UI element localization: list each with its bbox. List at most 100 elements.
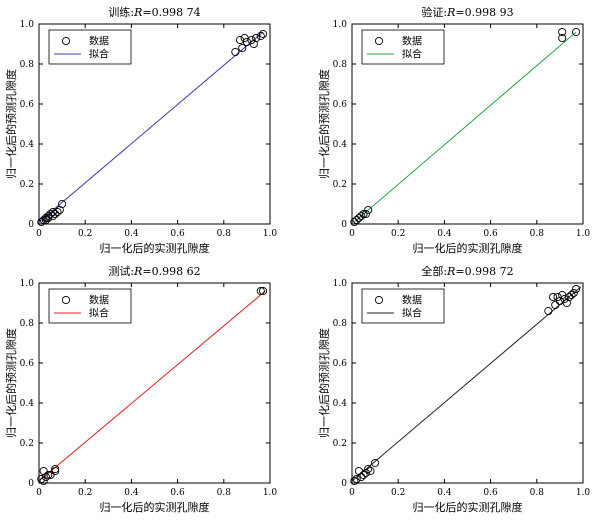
data-point xyxy=(548,292,558,302)
data-point xyxy=(252,33,261,43)
x-axis-label: 归一化后的实测孔隙度 xyxy=(413,500,523,514)
data-point xyxy=(569,288,578,298)
x-tick-label: 0 xyxy=(36,488,42,498)
title-r-value: =0.998 62 xyxy=(142,265,200,278)
data-point xyxy=(55,205,64,215)
legend-data-label: 数据 xyxy=(89,35,109,48)
chart-panel-all: 全部:R=0.998 72 0 0.2 0.4 0.6 0.8 1.0 0 0.2 0.4 0.6 0… xyxy=(313,259,613,521)
y-tick-label: 0.8 xyxy=(20,319,35,329)
x-tick-label: 0.8 xyxy=(217,229,232,239)
title-prefix: 测试: xyxy=(108,265,134,278)
y-tick-label: 0.4 xyxy=(333,140,348,150)
y-tick-label: 0.8 xyxy=(20,60,35,70)
title-r-value: =0.998 93 xyxy=(455,6,513,19)
data-point xyxy=(44,470,53,480)
data-point xyxy=(58,199,67,209)
data-point xyxy=(259,29,268,39)
x-tick-label: 0.2 xyxy=(391,488,405,498)
y-tick-label: 1.0 xyxy=(20,279,35,289)
data-point xyxy=(39,476,48,486)
data-point xyxy=(256,286,265,296)
y-tick-label: 0.2 xyxy=(20,439,34,449)
chart-title: 训练:R=0.998 74 xyxy=(108,5,200,19)
chart-panel-training: 训练:R=0.998 74 0 0.2 0.4 0.6 0.8 1.0 0 0.2 0.4 0.6 0… xyxy=(0,0,300,262)
y-axis-label: 归一化后的预测孔隙度 xyxy=(4,69,18,179)
data-point xyxy=(231,47,240,57)
title-r-symbol: R xyxy=(133,265,142,278)
data-point xyxy=(51,209,60,219)
x-tick-label: 0.4 xyxy=(124,488,139,498)
fit-line xyxy=(38,290,266,482)
data-point xyxy=(249,39,258,49)
legend-box xyxy=(361,288,445,324)
x-tick-label: 0.4 xyxy=(437,488,452,498)
title-r-value: =0.998 72 xyxy=(455,265,513,278)
y-tick-label: 0.6 xyxy=(20,100,35,110)
data-point xyxy=(565,292,574,302)
data-point xyxy=(544,306,553,316)
fit-line xyxy=(351,286,582,482)
y-axis-label: 归一化后的预测孔隙度 xyxy=(317,328,331,438)
legend-box xyxy=(361,29,445,65)
legend-fit-label: 拟合 xyxy=(402,307,422,320)
data-point xyxy=(567,290,576,300)
title-prefix: 全部: xyxy=(421,264,447,278)
data-point xyxy=(247,35,256,45)
title-r-symbol: R xyxy=(133,6,142,19)
data-point xyxy=(562,298,571,308)
data-point xyxy=(46,470,55,480)
data-point xyxy=(371,458,380,468)
y-tick-label: 0.2 xyxy=(333,439,347,449)
chart-title: 全部:R=0.998 72 xyxy=(421,264,513,278)
data-point xyxy=(572,27,581,37)
x-tick-label: 0.8 xyxy=(530,229,545,239)
data-point xyxy=(352,474,361,484)
y-tick-label: 0 xyxy=(28,220,34,230)
x-tick-label: 0.4 xyxy=(124,229,139,239)
legend-data-marker xyxy=(374,36,384,46)
legend-data-marker xyxy=(61,36,71,46)
data-point xyxy=(352,215,361,225)
data-point xyxy=(364,205,373,215)
data-point xyxy=(558,33,567,43)
legend-fit-label: 拟合 xyxy=(402,48,422,61)
x-tick-label: 0.2 xyxy=(78,229,92,239)
legend-fit-label: 拟合 xyxy=(89,307,109,320)
data-point xyxy=(48,211,57,221)
y-tick-label: 0.8 xyxy=(333,319,348,329)
data-point xyxy=(51,464,60,474)
data-point xyxy=(359,209,368,219)
y-tick-label: 0.6 xyxy=(333,100,348,110)
data-point xyxy=(44,213,53,223)
chart-title: 验证:R=0.998 93 xyxy=(421,5,513,19)
data-point xyxy=(53,207,62,217)
y-tick-label: 0.2 xyxy=(20,180,34,190)
x-tick-label: 0.6 xyxy=(483,488,498,498)
x-axis-label: 归一化后的实测孔隙度 xyxy=(413,241,523,255)
x-tick-label: 0.8 xyxy=(217,488,232,498)
validation-scatter-chart: 验证:R=0.998 93 0 0.2 0.4 0.6 0.8 1.0 0 0.2 0.4 0.6 0… xyxy=(317,5,590,255)
y-tick-label: 0.8 xyxy=(333,60,348,70)
x-tick-label: 0 xyxy=(349,488,355,498)
x-tick-label: 0 xyxy=(36,229,42,239)
data-point xyxy=(350,476,359,486)
y-tick-label: 0.4 xyxy=(333,399,348,409)
plot-frame xyxy=(38,23,271,225)
data-point xyxy=(256,31,265,41)
y-tick-label: 0.6 xyxy=(333,359,348,369)
legend-data-marker xyxy=(61,295,71,305)
data-point xyxy=(361,468,370,478)
chart-title: 测试:R=0.998 62 xyxy=(108,265,200,278)
legend-data-label: 数据 xyxy=(402,294,422,307)
x-tick-label: 0.2 xyxy=(78,488,92,498)
data-point xyxy=(350,217,359,227)
plot-frame xyxy=(351,23,584,225)
chart-panel-validation: 验证:R=0.998 93 0 0.2 0.4 0.6 0.8 1.0 0 0.2 0.4 0.6 0… xyxy=(313,0,613,262)
x-tick-label: 1.0 xyxy=(576,488,591,498)
legend-data-label: 数据 xyxy=(402,35,422,48)
data-point xyxy=(259,286,268,296)
x-tick-label: 0.2 xyxy=(391,229,405,239)
data-point xyxy=(37,217,46,227)
data-point xyxy=(560,294,569,304)
title-r-value: =0.998 74 xyxy=(142,6,200,19)
